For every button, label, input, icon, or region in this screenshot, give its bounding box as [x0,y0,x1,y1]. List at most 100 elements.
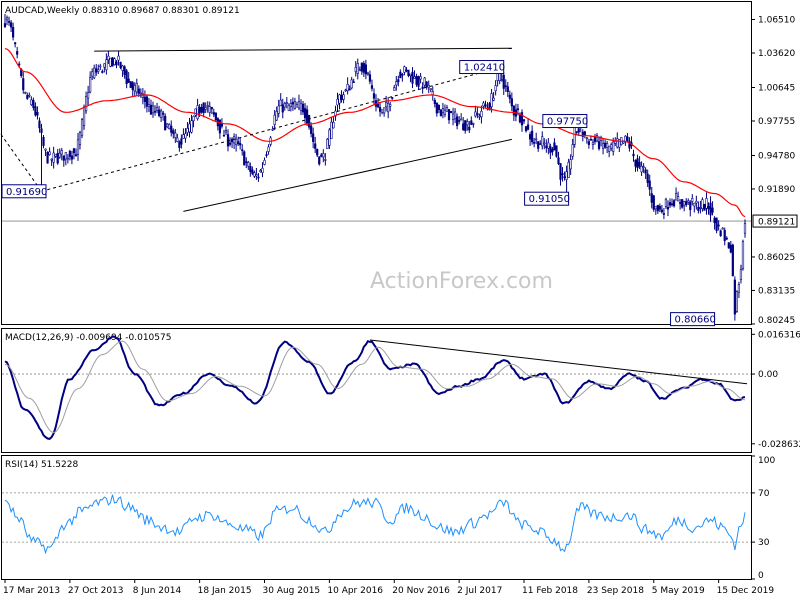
price-candle-body [480,110,483,118]
price-candle-body [735,291,738,312]
price-candle-body [178,141,181,148]
price-candle-body [456,116,459,126]
price-candle-body [443,109,447,115]
price-candle-body [36,112,39,116]
price-candle-body [338,94,341,104]
price-candle-body [200,106,203,113]
price-candle-body [40,128,43,133]
price-candle-body [235,138,238,146]
price-candle-body [74,154,78,157]
price-candle-body [601,143,605,149]
price-candle-body [502,74,505,89]
price-candle-body [563,176,566,178]
price-candle-body [474,111,477,117]
price-candle-body [464,120,467,131]
price-candle-body [512,105,515,116]
price-candle-body [115,61,118,66]
price-candle-body [32,99,35,108]
price-candle-body [506,86,509,92]
macd-axis-label: 0.016316 [758,330,800,340]
rsi-plot [2,492,751,555]
price-candle-body [695,200,698,204]
price-candle-body [616,138,619,148]
price-candle-body [606,143,609,148]
price-candle-body [533,142,536,144]
price-candle-body [174,132,177,138]
price-candle-body [676,196,680,202]
price-candle-body [409,73,412,76]
rsi-axis-label: 30 [758,538,770,548]
dashed-trendline [0,134,42,192]
price-candle-body [196,105,199,119]
price-candle-body [395,81,398,86]
price-candle-body [346,83,349,91]
price-candle-body [449,110,453,114]
price-candle-body [192,116,195,122]
price-candle-body [451,113,455,120]
price-candle-body [407,69,410,76]
price-candle-body [212,112,215,115]
price-candle-body [356,63,359,74]
level-label: 0.91050 [529,194,570,205]
price-axis-label: 0.91890 [758,185,795,195]
price-candle-body [330,121,333,139]
macd-plot [2,335,751,440]
price-candle-body [697,206,700,211]
price-candle-body [648,180,651,190]
price-candle-body [42,137,45,146]
price-candle-body [259,170,262,173]
price-candle-body [674,193,678,201]
price-candle-body [681,199,684,208]
price-candle-body [391,97,394,99]
x-axis-label: 11 Feb 2018 [522,586,578,596]
price-axis-label: 0.83135 [758,286,795,296]
price-candle-body [303,108,307,119]
price-candle-body [103,63,106,68]
price-candle-body [425,81,428,88]
price-candle-body [537,141,540,149]
price-candle-body [12,27,15,38]
price-candle-body [699,207,702,209]
price-candle-body [328,129,331,146]
macd-pane [1,328,752,453]
price-candle-body [291,102,294,105]
price-candle-body [160,110,163,118]
price-candle-body [472,122,475,125]
price-candle-body [180,138,183,145]
price-candle-body [561,173,564,176]
price-candle-body [741,241,745,270]
price-candle-body [401,73,404,76]
price-candle-body [372,93,376,99]
current-price-box [752,214,798,228]
price-candle-body [243,151,246,166]
price-axis-label: 0.80245 [758,316,795,326]
price-candle-body [34,106,37,116]
price-candle-body [168,124,171,129]
price-candle-body [332,122,335,129]
price-candle-body [107,55,110,61]
price-candle-body [139,92,142,95]
price-candle-body [97,69,100,72]
price-candle-body [715,217,718,231]
price-candle-body [612,141,615,152]
price-candle-body [543,142,546,145]
price-candle-body [222,134,226,137]
price-candle-body [640,165,643,173]
price-candle-body [589,138,593,141]
price-candle-body [427,84,430,88]
price-candle-body [202,102,205,114]
price-candle-body [541,136,544,147]
price-candle-body [119,61,122,68]
price-candle-body [131,82,134,90]
price-candle-body [383,107,386,114]
price-axis-label: 0.86025 [758,253,795,263]
price-candle-body [397,79,400,83]
price-candle-body [610,144,613,149]
level-labels: 0.91690 1.02410 0.97750 0.91050 0.80660 [1,60,716,327]
price-candle-body [393,87,396,91]
price-candle-body [557,157,560,164]
price-candle-body [143,96,146,102]
price-candle-body [310,125,313,134]
price-candle-body [239,142,242,146]
